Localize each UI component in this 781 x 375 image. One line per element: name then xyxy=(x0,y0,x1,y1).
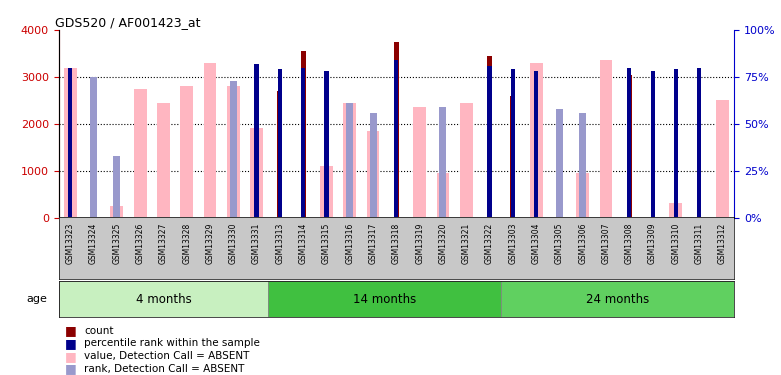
Bar xyxy=(487,56,492,217)
Bar xyxy=(250,128,263,217)
Bar xyxy=(460,103,473,218)
Bar xyxy=(134,88,147,218)
Text: GSM13304: GSM13304 xyxy=(532,222,540,264)
Text: count: count xyxy=(84,326,114,336)
Bar xyxy=(627,68,631,218)
Bar xyxy=(369,112,376,218)
Text: 24 months: 24 months xyxy=(586,292,649,306)
Bar xyxy=(674,69,678,218)
Bar xyxy=(344,103,356,218)
Text: GSM13314: GSM13314 xyxy=(298,222,308,264)
Text: GSM13312: GSM13312 xyxy=(718,222,727,264)
Bar xyxy=(277,91,283,218)
Text: GSM13330: GSM13330 xyxy=(229,222,237,264)
Text: GSM13318: GSM13318 xyxy=(392,222,401,264)
Bar xyxy=(580,112,587,218)
Text: GSM13310: GSM13310 xyxy=(672,222,680,264)
Bar xyxy=(227,86,240,218)
Bar xyxy=(716,100,729,218)
Text: GSM13311: GSM13311 xyxy=(694,222,704,264)
Bar xyxy=(576,173,589,217)
Bar xyxy=(230,81,237,218)
Bar xyxy=(530,63,543,217)
Text: GSM13316: GSM13316 xyxy=(345,222,355,264)
Bar xyxy=(64,68,77,218)
Bar xyxy=(301,51,305,217)
Text: GSM13303: GSM13303 xyxy=(508,222,517,264)
Text: value, Detection Call = ABSENT: value, Detection Call = ABSENT xyxy=(84,351,250,361)
Bar xyxy=(268,281,501,317)
Bar xyxy=(669,203,683,217)
Bar xyxy=(157,103,169,218)
Bar xyxy=(511,69,515,218)
Text: 4 months: 4 months xyxy=(136,292,191,306)
Text: GSM13331: GSM13331 xyxy=(252,222,261,264)
Bar xyxy=(324,71,329,217)
Text: rank, Detection Call = ABSENT: rank, Detection Call = ABSENT xyxy=(84,364,244,374)
Bar xyxy=(413,107,426,218)
Bar xyxy=(278,69,282,218)
Text: GSM13326: GSM13326 xyxy=(136,222,144,264)
Text: GSM13307: GSM13307 xyxy=(601,222,611,264)
Bar xyxy=(59,281,268,317)
Bar xyxy=(180,86,193,218)
Bar xyxy=(320,166,333,218)
Bar xyxy=(440,107,447,218)
Text: ■: ■ xyxy=(64,324,77,337)
Bar xyxy=(68,68,73,218)
Bar xyxy=(510,96,515,218)
Bar xyxy=(301,68,305,218)
Text: GSM13329: GSM13329 xyxy=(205,222,215,264)
Text: 14 months: 14 months xyxy=(353,292,416,306)
Text: GSM13305: GSM13305 xyxy=(555,222,564,264)
Bar xyxy=(501,281,734,317)
Bar xyxy=(90,77,97,218)
Text: GSM13309: GSM13309 xyxy=(648,222,657,264)
Text: GSM13317: GSM13317 xyxy=(369,222,377,264)
Text: GSM13324: GSM13324 xyxy=(89,222,98,264)
Bar xyxy=(600,60,612,217)
Bar xyxy=(113,156,120,218)
Text: GSM13319: GSM13319 xyxy=(415,222,424,264)
Text: GSM13306: GSM13306 xyxy=(578,222,587,264)
Text: GSM13315: GSM13315 xyxy=(322,222,331,264)
Text: ■: ■ xyxy=(64,363,77,375)
Bar xyxy=(697,68,701,218)
Text: ■: ■ xyxy=(64,337,77,350)
Bar xyxy=(487,66,491,218)
Text: GSM13308: GSM13308 xyxy=(625,222,634,264)
Bar xyxy=(394,60,398,217)
Bar xyxy=(346,103,353,218)
Text: ■: ■ xyxy=(64,350,77,363)
Text: GSM13320: GSM13320 xyxy=(438,222,448,264)
Text: GSM13325: GSM13325 xyxy=(112,222,121,264)
Bar xyxy=(437,173,449,217)
Text: GSM13322: GSM13322 xyxy=(485,222,494,264)
Bar xyxy=(394,42,399,218)
Text: GSM13323: GSM13323 xyxy=(66,222,75,264)
Text: percentile rank within the sample: percentile rank within the sample xyxy=(84,339,260,348)
Text: age: age xyxy=(26,294,47,304)
Bar xyxy=(556,109,563,217)
Text: GDS520 / AF001423_at: GDS520 / AF001423_at xyxy=(55,16,201,29)
Bar xyxy=(626,75,632,217)
Text: GSM13327: GSM13327 xyxy=(159,222,168,264)
Bar xyxy=(534,71,538,217)
Text: GSM13328: GSM13328 xyxy=(182,222,191,264)
Bar xyxy=(110,206,123,218)
Text: GSM13313: GSM13313 xyxy=(276,222,284,264)
Text: GSM13321: GSM13321 xyxy=(462,222,471,264)
Bar xyxy=(204,63,216,217)
Bar xyxy=(651,71,654,217)
Bar xyxy=(366,131,380,218)
Bar xyxy=(255,64,259,217)
